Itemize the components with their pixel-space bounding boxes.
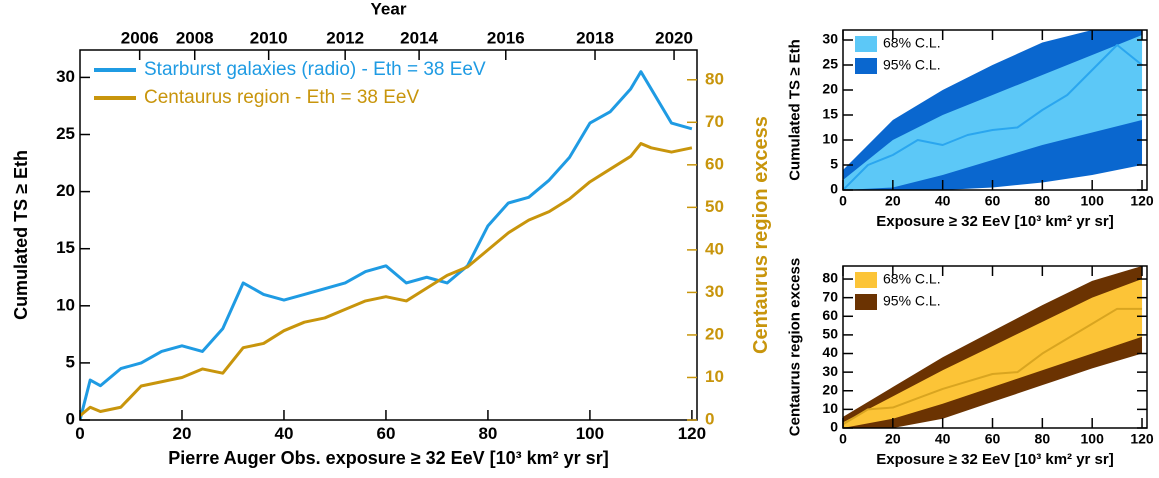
y-tick-label: 20: [822, 81, 838, 97]
legend-swatch: [855, 36, 877, 52]
legend-label: 68% C.L.: [883, 35, 941, 51]
x2-tick-label: 2010: [250, 28, 288, 47]
y-axis-title: Cumulated TS ≥ Eth: [11, 150, 31, 320]
legend: 68% C.L. 95% C.L.: [855, 271, 941, 310]
data-line: [80, 142, 693, 417]
legend-swatch: [855, 58, 877, 74]
panel: 0 20 40 60 80 100 12001020304050607080Exposure…: [786, 258, 1154, 468]
y2-tick-label: 30: [705, 282, 724, 301]
y-tick-label: 80: [822, 270, 838, 286]
x-tick-label: 20: [173, 424, 192, 443]
x2-tick-label: 2008: [176, 28, 214, 47]
confidence-band: [843, 35, 1143, 190]
x-tick-label: 60: [376, 424, 395, 443]
x-tick-label: 0: [75, 424, 84, 443]
y-tick-label: 10: [56, 295, 75, 314]
y-tick-label: 0: [830, 181, 838, 197]
x-axis-title: Pierre Auger Obs. exposure ≥ 32 EeV [10³…: [168, 448, 608, 468]
y-tick-label: 0: [66, 409, 75, 428]
y-tick-label: 10: [822, 400, 838, 416]
legend: Starburst galaxies (radio) - Eth = 38 Ee…: [94, 59, 486, 108]
x-axis-title: Exposure ≥ 32 EeV [10³ km² yr sr]: [876, 213, 1114, 230]
x-tick-label: 120: [1130, 431, 1154, 447]
y2-tick-label: 20: [705, 324, 724, 343]
x-tick-label: 40: [935, 431, 951, 447]
y-axis-title: Cumulated TS ≥ Eth: [786, 39, 803, 181]
panel: 0 20 40 60 80 100 1200510152025300102030405060…: [11, 0, 772, 468]
x-tick-label: 120: [1130, 193, 1154, 209]
x-tick-label: 20: [885, 431, 901, 447]
legend: 68% C.L. 95% C.L.: [855, 35, 941, 74]
y-tick-label: 40: [822, 344, 838, 360]
axes-frame: [79, 49, 698, 421]
plot-area: [843, 266, 1143, 428]
y-tick-label: 60: [822, 307, 838, 323]
panel: 0 20 40 60 80 100 120 0 5 10 15 20 25 30 Exposure ≥ 32…: [786, 29, 1154, 230]
x2-tick-label: 2006: [121, 28, 159, 47]
x-tick-label: 0: [839, 431, 847, 447]
x-tick-label: 60: [985, 431, 1001, 447]
legend-label: 95% C.L.: [883, 57, 941, 73]
plot-area: [80, 70, 693, 420]
axes-frame: [842, 265, 1148, 429]
x-tick-label: 80: [478, 424, 497, 443]
y-axis-title: Centaurus region excess: [786, 258, 803, 436]
y-tick-label: 20: [822, 381, 838, 397]
y2-tick-label: 40: [705, 239, 724, 258]
x-tick-label: 100: [1081, 193, 1105, 209]
y2-axis-title: Centaurus region excess: [750, 116, 772, 354]
x-tick-label: 100: [576, 424, 604, 443]
y2-tick-label: 80: [705, 69, 724, 88]
x-tick-label: 20: [885, 193, 901, 209]
legend-label: 68% C.L.: [883, 271, 941, 287]
x-tick-label: 120: [678, 424, 706, 443]
x-tick-label: 40: [935, 193, 951, 209]
x2-tick-label: 2020: [655, 28, 693, 47]
legend-label: Centaurus region - Eth = 38 EeV: [144, 87, 419, 108]
x-tick-label: 40: [275, 424, 294, 443]
y-tick-label: 70: [822, 288, 838, 304]
x2-tick-label: 2018: [576, 28, 614, 47]
y-tick-label: 25: [56, 124, 75, 143]
y-tick-label: 25: [822, 56, 838, 72]
x-tick-label: 60: [985, 193, 1001, 209]
data-line: [843, 44, 1143, 190]
y-tick-label: 30: [822, 363, 838, 379]
y2-tick-label: 60: [705, 154, 724, 173]
legend-label: Starburst galaxies (radio) - Eth = 38 Ee…: [144, 59, 486, 80]
x2-axis-title: Year: [371, 0, 407, 18]
x2-tick-label: 2012: [326, 28, 364, 47]
y2-tick-label: 0: [705, 409, 714, 428]
x-tick-label: 0: [839, 193, 847, 209]
y2-tick-label: 70: [705, 112, 724, 131]
y-tick-label: 20: [56, 181, 75, 200]
y-tick-label: 15: [56, 238, 75, 257]
y-tick-label: 0: [830, 419, 838, 435]
plot-area: [843, 30, 1143, 190]
x-tick-label: 80: [1035, 193, 1051, 209]
y-tick-label: 15: [822, 106, 838, 122]
y-tick-label: 30: [822, 31, 838, 47]
y2-tick-label: 10: [705, 367, 724, 386]
legend-label: 95% C.L.: [883, 293, 941, 309]
y-tick-label: 5: [66, 352, 75, 371]
data-line: [80, 70, 693, 420]
y2-tick-label: 50: [705, 197, 724, 216]
x2-tick-label: 2016: [487, 28, 525, 47]
y-tick-label: 5: [830, 156, 838, 172]
x-axis-title: Exposure ≥ 32 EeV [10³ km² yr sr]: [876, 451, 1114, 468]
axes-frame: [842, 29, 1148, 191]
x2-tick-label: 2014: [400, 28, 438, 47]
legend-swatch: [855, 272, 877, 288]
legend-swatch: [855, 294, 877, 310]
x-tick-label: 100: [1081, 431, 1105, 447]
y-tick-label: 50: [822, 326, 838, 342]
data-line: [843, 307, 1143, 426]
x-tick-label: 80: [1035, 431, 1051, 447]
y-tick-label: 10: [822, 131, 838, 147]
confidence-band: [843, 279, 1143, 428]
y-tick-label: 30: [56, 67, 75, 86]
